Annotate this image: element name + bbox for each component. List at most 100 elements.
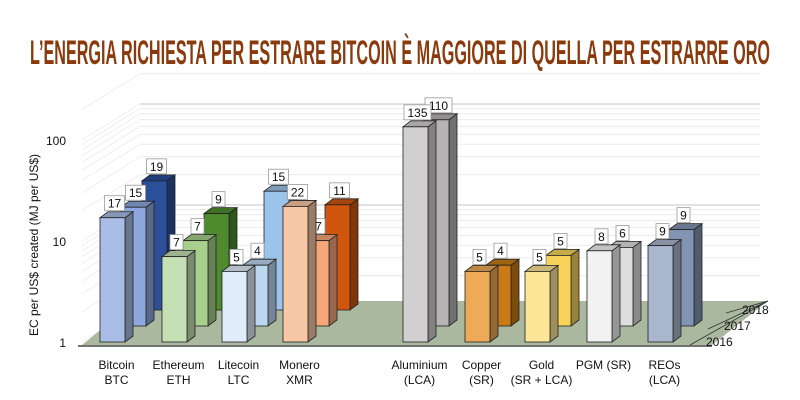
data-label: 135	[407, 106, 427, 120]
category-label: PGM (SR)	[576, 358, 631, 372]
data-label: 5	[536, 250, 543, 264]
category-label: Monero	[279, 358, 320, 372]
category-label: REOs	[648, 358, 680, 372]
data-label: 6	[619, 226, 626, 240]
data-label: 19	[150, 160, 164, 174]
bar-side	[510, 258, 520, 327]
data-label-box	[594, 228, 609, 245]
data-label: 5	[557, 234, 564, 248]
bar-side	[489, 264, 499, 343]
bar-side	[632, 240, 642, 327]
category-label-sub: ETH	[167, 373, 191, 387]
bar-side	[570, 248, 580, 327]
bar-side	[549, 264, 559, 343]
category-label-sub: (SR)	[469, 373, 494, 387]
data-label: 8	[598, 230, 605, 244]
bar-gold-2017: 5	[544, 233, 581, 327]
bar-front	[647, 245, 674, 343]
data-label: 7	[315, 220, 322, 234]
bar-front	[586, 250, 613, 343]
data-label: 4	[497, 244, 504, 258]
data-label-box	[472, 249, 487, 265]
data-label-box	[211, 191, 226, 208]
data-label-box	[329, 182, 350, 199]
data-label-box	[190, 218, 205, 235]
bar-side	[307, 199, 317, 343]
bar-monero-2016: 22	[281, 184, 318, 343]
category-label: Gold	[529, 358, 554, 372]
data-label: 5	[233, 250, 240, 264]
bar-front	[402, 126, 429, 343]
y-tick-label: 1	[59, 336, 66, 350]
data-label: 7	[173, 236, 180, 250]
bar-side	[349, 198, 359, 311]
data-label-box	[553, 233, 568, 249]
bar-front	[221, 271, 248, 343]
data-label: 17	[108, 197, 122, 211]
bar-side	[186, 249, 196, 343]
gridline-side	[81, 143, 141, 181]
bar-front	[464, 271, 491, 343]
data-label-box	[268, 168, 289, 185]
data-label: 9	[680, 209, 687, 223]
bar-side	[267, 258, 277, 327]
category-label: Aluminium	[391, 358, 447, 372]
data-label-box	[250, 242, 265, 259]
bar-litecoin-2017: 4	[241, 242, 278, 327]
bar-monero-2018: 11	[323, 182, 360, 311]
year-row-line	[689, 300, 769, 346]
bar-litecoin-2016: 5	[220, 249, 257, 343]
data-label: 9	[659, 225, 666, 239]
y-axis: 1 10 100	[46, 134, 712, 350]
category-label-sub: XMR	[286, 373, 313, 387]
data-label-box	[615, 225, 630, 241]
category-label-sub: LTC	[228, 373, 250, 387]
bar-side	[124, 210, 134, 343]
data-label: 7	[194, 220, 201, 234]
data-label: 4	[254, 244, 261, 258]
bar-ethereum-2016: 7	[160, 234, 197, 343]
data-label-box	[104, 195, 125, 212]
bar-side	[672, 238, 682, 343]
year-labels: 2016 2017 2018	[689, 300, 769, 349]
data-label-box	[676, 207, 691, 224]
gridline-side	[81, 73, 141, 111]
gridline-side	[81, 174, 141, 212]
year-label: 2017	[724, 319, 751, 333]
gridline-side	[81, 125, 141, 163]
bar-pgm-2016: 8	[585, 228, 622, 343]
category-label: Bitcoin	[98, 358, 134, 372]
category-label-sub: (LCA)	[404, 373, 435, 387]
year-row-line	[707, 300, 769, 330]
category-label: Copper	[462, 358, 501, 372]
gridline-side	[81, 156, 141, 194]
data-label-box	[493, 242, 508, 259]
bar-front	[282, 206, 309, 343]
data-label-box	[125, 184, 146, 201]
bar-side	[427, 120, 437, 343]
bar-side	[145, 200, 155, 327]
data-label-box	[655, 223, 670, 240]
bar-side	[328, 233, 338, 327]
category-label-sub: (SR + LCA)	[511, 373, 573, 387]
gridline-side	[81, 108, 141, 146]
gridline-side	[81, 133, 141, 171]
category-label-sub: BTC	[105, 373, 129, 387]
data-label-box	[169, 234, 184, 251]
gridline-side	[81, 119, 141, 157]
data-label-box	[403, 104, 432, 121]
data-label: 15	[129, 186, 143, 200]
bar-side	[207, 233, 217, 327]
bar-side	[693, 222, 703, 327]
category-label: Ethereum	[152, 358, 204, 372]
data-label: 110	[429, 99, 448, 113]
year-row-line	[725, 300, 769, 314]
data-label-box	[287, 184, 308, 200]
data-label: 5	[476, 250, 483, 264]
gridline-side	[81, 113, 141, 151]
data-label: 11	[333, 184, 346, 198]
bar-front	[524, 271, 551, 343]
